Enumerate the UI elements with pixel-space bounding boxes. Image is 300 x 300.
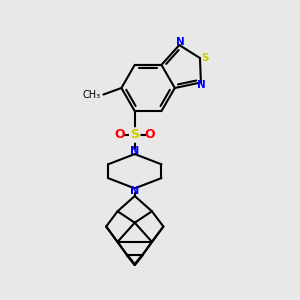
Text: N: N [130,186,140,196]
Text: N: N [130,146,140,156]
Text: N: N [197,80,206,90]
Text: O: O [114,128,125,140]
Text: N: N [176,37,184,47]
Text: O: O [145,128,155,140]
Text: S: S [201,53,208,63]
Text: S: S [130,128,139,142]
Text: CH₃: CH₃ [82,89,100,100]
